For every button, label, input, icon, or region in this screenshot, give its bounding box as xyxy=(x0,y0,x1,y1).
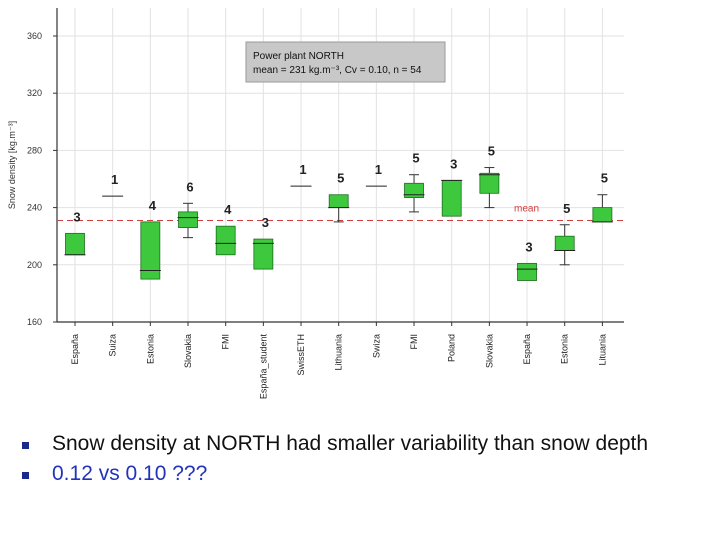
y-tick-label: 280 xyxy=(27,145,42,155)
box-7: 1 xyxy=(290,162,312,187)
x-axis-labels: España Suiza Estonia Slovakia FMI España_stud… xyxy=(70,322,607,399)
sample-size-label: 1 xyxy=(111,172,118,187)
box-1: 3 xyxy=(64,209,86,256)
legend-stats: mean = 231 kg.m⁻³, Cv = 0.10, n = 54 xyxy=(253,65,422,76)
bullet-text: 0.12 vs 0.10 ??? xyxy=(52,462,208,485)
y-tick-label: 320 xyxy=(27,88,42,98)
box-plot-chart: 160 200 240 280 320 360 Snow density [kg.m⁻³]… xyxy=(7,8,624,399)
box-3: 4 xyxy=(139,198,161,280)
sample-size-label: 5 xyxy=(412,151,419,166)
box-12: 5 xyxy=(478,144,500,209)
y-axis-ticks: 160 200 240 280 320 360 xyxy=(27,31,57,327)
box-11: 3 xyxy=(441,156,463,217)
box-body xyxy=(441,180,462,217)
box-body xyxy=(517,262,537,281)
sample-size-label: 4 xyxy=(149,198,157,213)
sample-size-label: 5 xyxy=(601,171,608,186)
bullet-square-icon xyxy=(22,442,29,449)
box-body xyxy=(592,207,613,223)
x-tick-label: Lithuania xyxy=(334,334,344,371)
bullet-text: Snow density at NORTH had smaller variab… xyxy=(52,432,649,455)
sample-size-label: 5 xyxy=(488,144,495,159)
x-tick-label: Estonia xyxy=(145,334,155,364)
x-tick-label: España_student xyxy=(258,334,268,400)
box-15: 5 xyxy=(591,171,613,223)
x-tick-label: Suiza xyxy=(108,334,118,357)
x-tick-label: Swiza xyxy=(371,334,381,358)
box-body xyxy=(404,182,424,198)
x-tick-label: España xyxy=(70,334,80,365)
box-9: 1 xyxy=(365,162,387,187)
box-body xyxy=(253,238,274,270)
x-tick-label: Poland xyxy=(447,334,457,362)
box-body xyxy=(554,235,575,251)
box-8: 5 xyxy=(328,171,350,223)
x-tick-label: Lituania xyxy=(597,334,607,366)
bullet-list: Snow density at NORTH had smaller variab… xyxy=(22,430,702,490)
y-tick-label: 160 xyxy=(27,317,42,327)
box-14: 5 xyxy=(554,201,576,266)
x-tick-label: España xyxy=(522,334,532,365)
y-tick-label: 240 xyxy=(27,203,42,213)
sample-size-label: 6 xyxy=(186,179,193,194)
box-2: 1 xyxy=(102,172,124,197)
box-10: 5 xyxy=(403,151,425,213)
sample-size-label: 3 xyxy=(262,215,269,230)
x-tick-label: SwissETH xyxy=(296,334,306,376)
sample-size-label: 5 xyxy=(563,201,570,216)
y-tick-label: 360 xyxy=(27,31,42,41)
legend-title: Power plant NORTH xyxy=(253,51,344,62)
x-tick-label: FMI xyxy=(409,334,419,350)
sample-size-label: 3 xyxy=(450,156,457,171)
y-tick-label: 200 xyxy=(27,260,42,270)
box-body xyxy=(140,221,161,280)
box-body xyxy=(215,225,236,256)
box-body xyxy=(328,194,349,208)
bullet-square-icon xyxy=(22,472,29,479)
grid-lines xyxy=(57,8,624,322)
sample-size-label: 4 xyxy=(224,202,232,217)
box-body xyxy=(65,232,85,256)
legend-background xyxy=(245,41,446,83)
x-tick-label: Estonia xyxy=(560,334,570,364)
sample-size-label: 1 xyxy=(375,162,382,177)
box-6: 3 xyxy=(252,215,274,270)
box-13: 3 xyxy=(516,239,538,281)
sample-size-label: 3 xyxy=(525,239,532,254)
bullet-item: 0.12 vs 0.10 ??? xyxy=(22,460,702,487)
sample-size-label: 3 xyxy=(73,209,80,224)
box-body xyxy=(479,172,500,194)
sample-size-label: 1 xyxy=(299,162,306,177)
y-axis-label: Snow density [kg.m⁻³] xyxy=(7,121,17,209)
legend-box: Power plant NORTH mean = 231 kg.m⁻³, Cv … xyxy=(245,41,446,83)
bullet-item: Snow density at NORTH had smaller variab… xyxy=(22,430,702,457)
box-body xyxy=(178,211,198,229)
box-4: 6 xyxy=(177,179,199,239)
x-tick-label: Slovakia xyxy=(484,334,494,368)
box-5: 4 xyxy=(215,202,237,256)
box-series: 3 1 4 6 4 3 1 5 1 5 3 5 3 5 5 xyxy=(64,144,613,281)
mean-label: mean xyxy=(514,203,539,214)
sample-size-label: 5 xyxy=(337,171,344,186)
x-tick-label: Slovakia xyxy=(183,334,193,368)
x-tick-label: FMI xyxy=(221,334,231,350)
